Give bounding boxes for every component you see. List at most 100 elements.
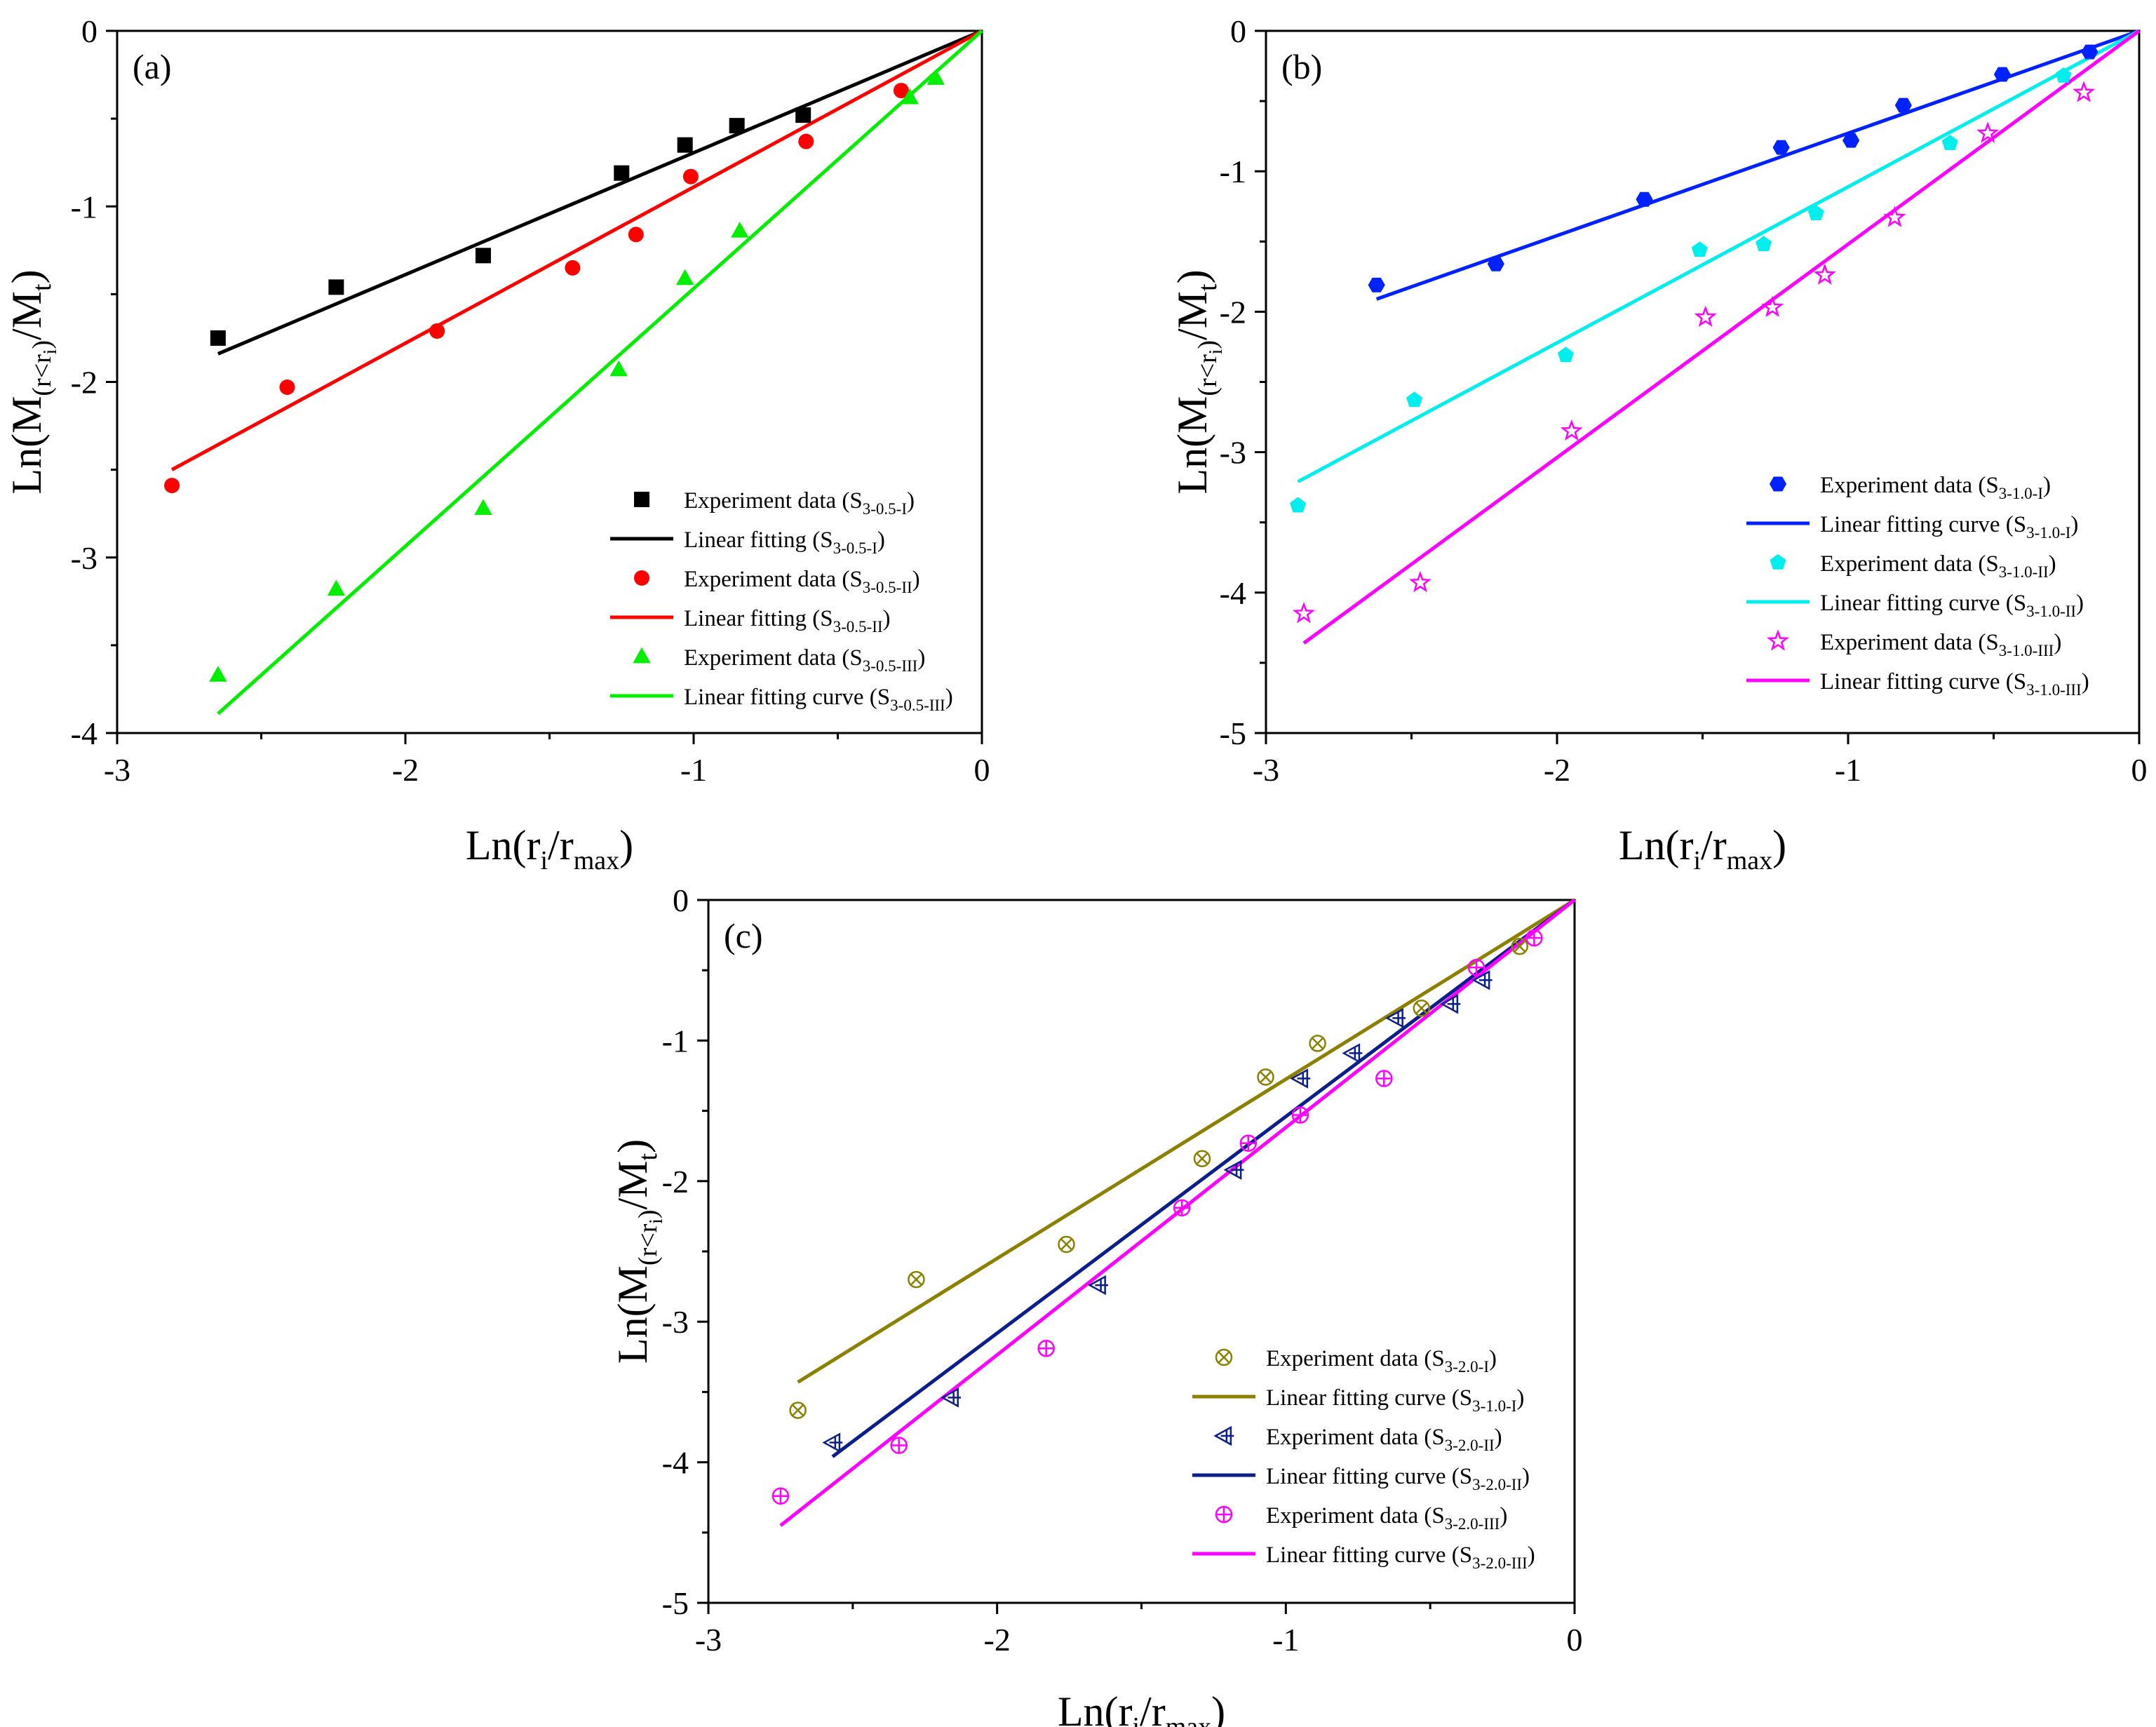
data-point-series-1 bbox=[1309, 1035, 1326, 1052]
y-tick-label: -2 bbox=[662, 1164, 689, 1200]
y-axis-label: Ln(M(r<ri)/Mt) bbox=[1169, 269, 1226, 494]
data-point-series-5 bbox=[474, 499, 492, 516]
x-tick-label: -3 bbox=[104, 752, 130, 788]
data-point-series-3 bbox=[628, 227, 644, 243]
data-point-series-3 bbox=[1088, 1275, 1109, 1296]
data-point-series-3 bbox=[682, 168, 699, 184]
chart-panel-2: -3 -2 -1 0 -5 -4 -3 -2 -1 0 (b) Ln(ri/rmax) Ln(M(r<r… bbox=[1169, 13, 2148, 875]
data-point-series-3 bbox=[1941, 135, 1958, 150]
y-tick-label: -1 bbox=[662, 1023, 689, 1059]
y-tick-label: -5 bbox=[1220, 715, 1246, 751]
fit-line-series-2 bbox=[217, 29, 983, 356]
fit-line-series-4 bbox=[170, 29, 983, 471]
data-point-series-1 bbox=[1772, 140, 1790, 155]
y-axis-label: Ln(M(r<ri)/Mt) bbox=[609, 1139, 666, 1364]
data-point-series-3 bbox=[1807, 205, 1824, 220]
data-point-series-3 bbox=[893, 83, 909, 99]
data-point-series-1 bbox=[1413, 1000, 1431, 1017]
data-point-series-5 bbox=[1239, 1134, 1258, 1152]
y-tick-label: -1 bbox=[1220, 154, 1246, 189]
data-point-series-3 bbox=[1471, 970, 1493, 990]
fit-line-series-2 bbox=[797, 898, 1576, 1384]
data-point-series-5 bbox=[1292, 601, 1315, 624]
data-point-series-3 bbox=[279, 379, 295, 396]
data-point-series-5 bbox=[1761, 295, 1784, 318]
data-point-series-3 bbox=[429, 323, 445, 339]
legend-entry-label: Linear fitting curve (S3-0.5-III) bbox=[684, 685, 953, 714]
y-tick-label: 0 bbox=[673, 882, 689, 918]
y-tick-label: -2 bbox=[71, 365, 97, 401]
data-point-series-5 bbox=[731, 222, 749, 238]
data-point-series-5 bbox=[772, 1487, 790, 1505]
legend: Experiment data (S3-2.0-I) Linear fitting… bbox=[1192, 1346, 1535, 1572]
data-point-series-5 bbox=[1291, 1106, 1309, 1124]
legend-marker-swatch bbox=[634, 492, 649, 507]
data-point-series-1 bbox=[1894, 98, 1912, 113]
x-tick-label: -3 bbox=[1253, 752, 1279, 788]
data-point-series-5 bbox=[1976, 121, 2000, 143]
y-tick-label: -4 bbox=[71, 715, 97, 751]
fit-line-series-6 bbox=[217, 29, 983, 715]
fit-line-series-6 bbox=[1302, 29, 2141, 645]
legend-entry-label: Experiment data (S3-2.0-I) bbox=[1266, 1346, 1497, 1376]
legend: Experiment data (S3-1.0-I) Linear fitting… bbox=[1746, 473, 2089, 699]
data-point-series-3 bbox=[1756, 236, 1772, 252]
data-point-series-5 bbox=[1560, 419, 1583, 441]
data-point-series-3 bbox=[1342, 1043, 1363, 1063]
data-point-series-1 bbox=[1511, 937, 1529, 955]
data-point-series-5 bbox=[1037, 1340, 1055, 1357]
y-tick-label: -5 bbox=[662, 1585, 689, 1621]
y-axis-label: Ln(M(r<ri)/Mt) bbox=[4, 269, 60, 494]
data-point-series-3 bbox=[164, 478, 180, 494]
data-point-series-5 bbox=[1525, 929, 1543, 947]
x-tick-label: -2 bbox=[392, 752, 419, 788]
data-point-series-5 bbox=[1467, 958, 1485, 976]
data-point-series-5 bbox=[901, 88, 919, 105]
x-axis-label: Ln(ri/rmax) bbox=[1619, 822, 1786, 875]
fit-line-series-4 bbox=[831, 899, 1576, 1458]
fit-line-series-6 bbox=[779, 899, 1576, 1527]
legend-entry-label: Linear fitting curve (S3-2.0-II) bbox=[1266, 1464, 1530, 1493]
data-point-series-3 bbox=[1385, 1008, 1406, 1028]
data-point-series-5 bbox=[1173, 1199, 1191, 1217]
y-tick-label: -3 bbox=[1220, 435, 1246, 471]
data-point-series-1 bbox=[328, 279, 344, 295]
chart-panel-1: -3 -2 -1 0-4-3-2-10(a)Ln(ri/rmax)Ln(M(r<ri)… bbox=[4, 13, 990, 875]
x-axis-label: Ln(ri/rmax) bbox=[1058, 1688, 1225, 1727]
data-point-series-3 bbox=[1406, 391, 1423, 408]
x-axis-label: Ln(ri/rmax) bbox=[466, 822, 633, 875]
data-point-series-3 bbox=[798, 133, 814, 149]
x-tick-label: -1 bbox=[680, 752, 707, 788]
legend: Experiment data (S3-0.5-I) Linear fitting… bbox=[610, 488, 953, 714]
x-tick-label: 0 bbox=[2131, 752, 2148, 788]
data-point-series-1 bbox=[614, 165, 630, 181]
data-point-series-1 bbox=[1193, 1150, 1211, 1167]
data-point-series-3 bbox=[822, 1432, 843, 1453]
legend-entry-label: Experiment data (S3-0.5-I) bbox=[684, 488, 915, 518]
panel-label: (a) bbox=[133, 47, 172, 86]
panel-label: (c) bbox=[724, 916, 763, 955]
legend-entry-label: Experiment data (S3-1.0-II) bbox=[1820, 551, 2056, 581]
legend-marker-swatch bbox=[1213, 1425, 1234, 1446]
legend-marker-swatch bbox=[1766, 629, 1790, 651]
legend-marker-swatch bbox=[1770, 553, 1786, 570]
data-point-series-5 bbox=[1408, 571, 1431, 593]
y-tick-label: -4 bbox=[1220, 575, 1246, 611]
legend-entry-label: Linear fitting curve (S3-1.0-III) bbox=[1820, 669, 2089, 699]
data-point-series-5 bbox=[327, 579, 346, 596]
data-point-series-1 bbox=[1368, 277, 1385, 293]
y-tick-label: -3 bbox=[662, 1304, 689, 1340]
x-tick-label: -3 bbox=[695, 1622, 722, 1658]
data-point-series-5 bbox=[209, 666, 227, 682]
data-point-series-1 bbox=[1487, 256, 1504, 271]
data-point-series-3 bbox=[2055, 67, 2072, 83]
legend-entry-label: Experiment data (S3-1.0-III) bbox=[1820, 630, 2061, 659]
data-point-series-5 bbox=[890, 1437, 908, 1454]
data-point-series-5 bbox=[676, 269, 694, 285]
data-point-series-3 bbox=[941, 1387, 962, 1408]
legend-entry-label: Linear fitting curve (S3-1.0-II) bbox=[1820, 591, 2084, 620]
x-tick-label: -1 bbox=[1835, 752, 1861, 788]
data-point-series-1 bbox=[1058, 1235, 1075, 1254]
legend-entry-label: Linear fitting curve (S3-2.0-III) bbox=[1266, 1543, 1535, 1572]
